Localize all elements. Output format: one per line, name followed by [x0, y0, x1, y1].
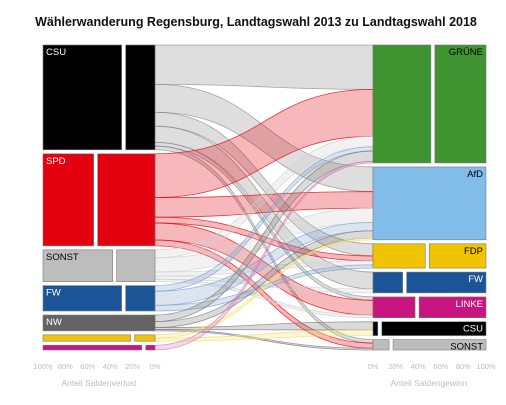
flows-layer	[154, 44, 374, 351]
target-node-linke: LINKE	[372, 296, 487, 319]
target-node-fdp: FDP	[372, 243, 487, 269]
nodes-layer: CSU SPD SONST FW NW GRÜNE AfD FDP FW LINKE CSU SONS…	[42, 44, 487, 353]
source-bar-spd-b	[97, 153, 156, 247]
chart-title: Wählerwanderung Regensburg, Landtagswahl…	[35, 15, 477, 29]
right-tick-label: 100%	[476, 362, 496, 371]
source-bar-fw-a	[42, 285, 122, 312]
source-bar-spd-a	[42, 153, 94, 247]
source-label-sonst: SONST	[46, 252, 79, 263]
target-label-fw: FW	[468, 274, 483, 285]
target-bar-csu-b	[381, 321, 487, 336]
target-label-sonst: SONST	[450, 342, 483, 353]
source-node-spd: SPD	[42, 153, 156, 247]
source-node-nw: NW	[42, 314, 156, 332]
target-bar-sonst-a	[372, 339, 390, 351]
right-tick-label: 20%	[388, 362, 403, 371]
source-bar-nw	[42, 314, 156, 332]
source-node-fw: FW	[42, 285, 156, 312]
source-node-csu: CSU	[42, 44, 156, 151]
left-tick-label: 100%	[33, 362, 53, 371]
source-bar-fdp-b	[134, 334, 156, 342]
target-label-afd: AfD	[467, 169, 483, 180]
source-bar-csu-b	[125, 44, 156, 151]
target-bar-fw-b	[406, 271, 487, 294]
target-bar-afd	[372, 166, 487, 241]
source-bar-linke-a	[42, 344, 143, 351]
source-label-fw: FW	[46, 288, 61, 299]
left-axis-label: Anteil Saldenverlust	[61, 378, 137, 388]
source-bar-linke-b	[145, 344, 156, 351]
source-label-spd: SPD	[46, 156, 66, 167]
source-node-sonst: SONST	[42, 249, 156, 282]
source-label-nw: NW	[46, 317, 62, 328]
left-tick-label: 40%	[103, 362, 118, 371]
target-bar-gruene-b	[434, 44, 487, 164]
source-node-linke	[42, 344, 156, 351]
axes-layer: 100% 80% 60% 40% 20% 0% 0% 20% 40% 60% 80% 100%	[33, 362, 496, 371]
right-tick-label: 0%	[368, 362, 379, 371]
flow-csu-to-gruene	[154, 44, 374, 90]
left-tick-label: 60%	[80, 362, 95, 371]
right-tick-label: 80%	[456, 362, 471, 371]
target-node-fw: FW	[372, 271, 487, 294]
target-bar-fdp-b	[428, 243, 487, 269]
source-bar-fw-b	[125, 285, 156, 312]
right-tick-label: 60%	[433, 362, 448, 371]
target-bar-fdp-a	[372, 243, 426, 269]
target-bar-linke-a	[372, 296, 416, 319]
left-tick-label: 80%	[58, 362, 73, 371]
target-node-csu: CSU	[372, 321, 487, 336]
target-node-afd: AfD	[372, 166, 487, 241]
source-bar-csu-a	[42, 44, 122, 151]
target-bar-linke-b	[418, 296, 487, 319]
source-node-fdp	[42, 334, 156, 342]
source-bar-sonst-a	[42, 249, 113, 282]
target-label-csu: CSU	[463, 324, 483, 335]
source-bar-fdp-a	[42, 334, 131, 342]
source-label-csu: CSU	[46, 47, 66, 58]
target-node-gruene: GRÜNE	[372, 44, 487, 164]
right-tick-label: 40%	[411, 362, 426, 371]
target-bar-csu-a	[372, 321, 379, 336]
left-tick-label: 20%	[125, 362, 140, 371]
target-bar-sonst-b	[392, 339, 487, 351]
target-label-linke: LINKE	[456, 299, 483, 310]
target-bar-gruene-a	[372, 44, 432, 164]
target-label-fdp: FDP	[464, 246, 483, 257]
left-tick-label: 0%	[150, 362, 161, 371]
target-label-gruene: GRÜNE	[449, 47, 483, 58]
source-bar-sonst-b	[116, 249, 156, 282]
target-bar-fw-a	[372, 271, 403, 294]
right-axis-label: Anteil Saldengewinn	[390, 378, 467, 388]
target-node-sonst: SONST	[372, 339, 487, 353]
